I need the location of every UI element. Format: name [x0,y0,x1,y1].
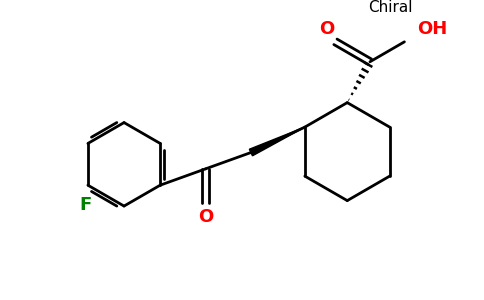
Polygon shape [249,127,305,156]
Text: O: O [319,20,334,38]
Text: Chiral: Chiral [368,0,412,15]
Text: F: F [79,196,91,214]
Text: O: O [198,208,213,226]
Text: OH: OH [417,20,447,38]
